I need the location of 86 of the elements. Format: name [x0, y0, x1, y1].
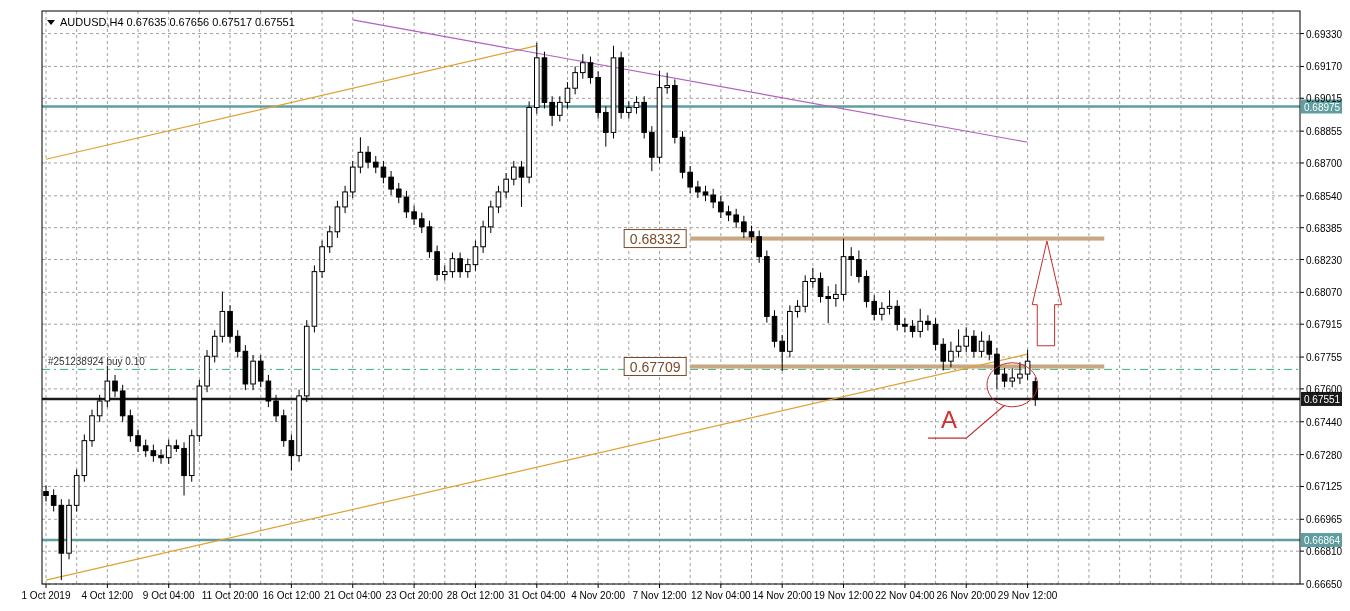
candlestick	[273, 394, 279, 423]
candlestick	[480, 220, 486, 254]
candlestick	[971, 329, 977, 358]
candlestick	[817, 271, 824, 304]
x-tick-label: 21 Oct 04:00	[324, 590, 382, 601]
x-tick-label: 1 Oct 2019	[21, 590, 71, 601]
y-tick-label: 0.67915	[1306, 319, 1343, 331]
y-tick-label: 0.67125	[1306, 481, 1343, 493]
candlestick	[112, 374, 118, 398]
x-tick-label: 4 Oct 12:00	[81, 590, 134, 601]
candlestick	[879, 301, 885, 321]
x-tick-label: 7 Nov 12:00	[632, 590, 687, 601]
x-tick-label: 14 Nov 20:00	[752, 590, 813, 601]
candlestick	[848, 246, 855, 277]
y-tick-label: 0.67280	[1306, 449, 1343, 461]
x-tick-label: 31 Oct 04:00	[508, 590, 566, 601]
candlestick	[1017, 361, 1023, 385]
candlestick	[549, 95, 555, 127]
candlestick	[779, 334, 785, 372]
band-label: 0.68332	[629, 230, 681, 247]
candlestick	[810, 267, 816, 289]
annotation: A	[940, 405, 957, 433]
candlestick	[158, 448, 164, 465]
candlestick	[503, 172, 509, 199]
ref-line-label: #251238924 buy 0.10	[48, 356, 146, 368]
x-tick-label: 12 Nov 04:00	[691, 590, 752, 601]
x-tick-label: 16 Oct 12:00	[262, 590, 321, 601]
candlestick	[572, 65, 578, 95]
candlestick	[487, 200, 494, 234]
y-tick-label: 0.67440	[1306, 416, 1343, 428]
candlestick	[250, 354, 256, 391]
x-tick-label: 9 Oct 04:00	[142, 590, 195, 601]
candlestick	[718, 195, 724, 219]
y-tick-label: 0.69170	[1306, 61, 1343, 73]
y-tick-label: 0.67755	[1306, 352, 1343, 364]
y-tick-label: 0.68070	[1306, 287, 1343, 299]
candlestick	[902, 317, 908, 333]
candlestick	[518, 160, 525, 208]
candlestick	[756, 230, 762, 264]
y-tick-label: 0.66650	[1306, 579, 1343, 590]
candlestick	[925, 314, 931, 332]
candlestick	[457, 252, 463, 279]
candlestick	[825, 285, 832, 324]
x-tick-label: 4 Nov 20:00	[571, 590, 626, 601]
x-tick-label: 22 Nov 04:00	[875, 590, 936, 601]
text: AUDUSD,H4 0.67635 0.67656 0.67517 0.67551	[60, 16, 295, 28]
ref-line-label: 0.68975	[1304, 101, 1341, 113]
candlestick	[342, 185, 348, 214]
candlestick	[434, 245, 440, 282]
candlestick	[603, 105, 609, 148]
x-tick-label: 29 Nov 12:00	[997, 590, 1058, 601]
candlestick	[510, 160, 517, 186]
y-tick-label: 0.68700	[1306, 157, 1343, 169]
candlestick	[710, 188, 716, 209]
y-tick-label: 0.68855	[1306, 126, 1343, 138]
y-tick-label: 0.68540	[1306, 190, 1343, 202]
candlestick	[833, 283, 839, 308]
candlestick	[994, 347, 1000, 390]
candlestick	[1024, 349, 1031, 381]
candlestick	[687, 165, 693, 194]
ref-line-label: 0.66864	[1304, 535, 1341, 547]
candlestick	[411, 205, 417, 226]
candlestick	[557, 95, 563, 122]
candlestick	[495, 185, 502, 214]
candlestick	[664, 72, 670, 95]
y-tick-label: 0.66965	[1306, 514, 1343, 526]
candlestick	[948, 341, 954, 368]
y-tick-label: 0.68385	[1306, 222, 1343, 234]
x-tick-label: 23 Oct 20:00	[385, 590, 444, 601]
candlestick	[135, 429, 141, 453]
y-tick-label: 0.66810	[1306, 546, 1343, 558]
x-tick-label: 28 Oct 12:00	[446, 590, 505, 601]
y-tick-label: 0.68230	[1306, 254, 1343, 266]
band-label: 0.67709	[629, 358, 681, 375]
candlestick	[365, 145, 371, 169]
candlestick	[741, 215, 747, 239]
candlestick	[856, 249, 862, 284]
x-tick-label: 11 Oct 20:00	[201, 590, 259, 601]
y-tick-label: 0.69330	[1306, 28, 1343, 40]
candlestick	[388, 170, 394, 196]
x-tick-label: 26 Nov 20:00	[936, 590, 997, 601]
candlestick	[733, 208, 739, 229]
ref-line-label: 0.67551	[1304, 393, 1341, 405]
candlestick	[587, 56, 594, 85]
candlestick	[580, 53, 586, 80]
x-tick-label: 19 Nov 12:00	[813, 590, 874, 601]
